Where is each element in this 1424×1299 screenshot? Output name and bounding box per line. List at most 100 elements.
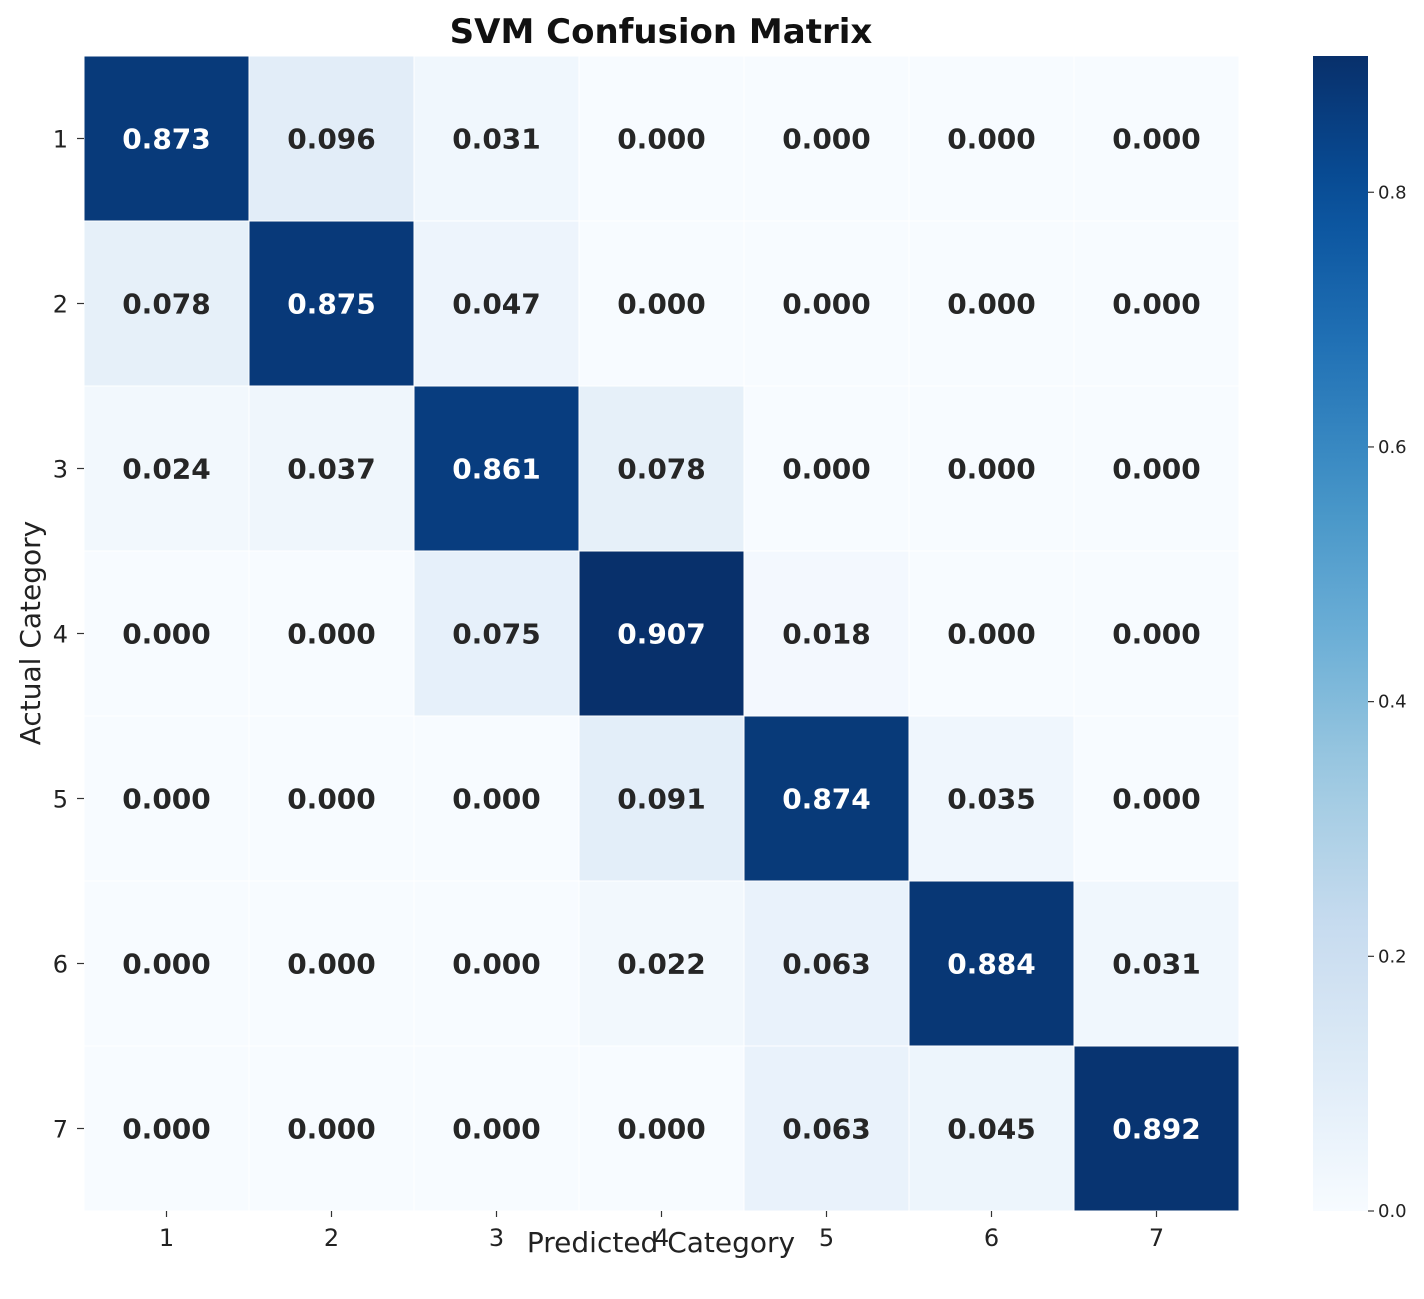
heatmap-cell-r4-c6 bbox=[908, 550, 1075, 717]
heatmap-cell-r1-c7 bbox=[1073, 55, 1240, 222]
heatmap-cell-r4-c7 bbox=[1073, 550, 1240, 717]
y-tick-label-4: 4 bbox=[53, 621, 68, 649]
cell-value-r5-c6: 0.035 bbox=[947, 783, 1036, 816]
cell-value-r6-c5: 0.063 bbox=[782, 948, 871, 981]
cell-value-r7-c5: 0.063 bbox=[782, 1113, 871, 1146]
cell-value-r3-c4: 0.078 bbox=[617, 453, 706, 486]
cell-value-r7-c2: 0.000 bbox=[287, 1113, 376, 1146]
y-tick-label-6: 6 bbox=[53, 951, 68, 979]
cell-value-r3-c6: 0.000 bbox=[947, 453, 1036, 486]
colorbar-ticks: 0.0 0.2 0.4 0.6 0.8 bbox=[1368, 182, 1407, 1222]
heatmap-cell-r3-c5 bbox=[743, 385, 910, 552]
cell-value-r1-c6: 0.000 bbox=[947, 123, 1036, 156]
cell-value-r7-c3: 0.000 bbox=[452, 1113, 541, 1146]
cell-value-r7-c1: 0.000 bbox=[122, 1113, 211, 1146]
cell-value-r7-c7: 0.892 bbox=[1112, 1113, 1201, 1146]
heatmap-cell-r3-c7 bbox=[1073, 385, 1240, 552]
heatmap-cell-r4-c4 bbox=[578, 550, 745, 717]
heatmap-cell-r1-c2 bbox=[248, 55, 415, 222]
heatmap-cell-r7-c5 bbox=[743, 1045, 910, 1212]
cell-value-r5-c4: 0.091 bbox=[617, 783, 706, 816]
heatmap-cell-r5-c7 bbox=[1073, 715, 1240, 882]
colorbar-tick-label-1: 0.2 bbox=[1378, 946, 1407, 967]
cell-value-r1-c5: 0.000 bbox=[782, 123, 871, 156]
heatmap-cell-r7-c3 bbox=[413, 1045, 580, 1212]
cell-value-r2-c1: 0.078 bbox=[122, 288, 211, 321]
cell-value-r2-c7: 0.000 bbox=[1112, 288, 1201, 321]
heatmap-cell-r1-c5 bbox=[743, 55, 910, 222]
heatmap-cell-r4-c2 bbox=[248, 550, 415, 717]
y-tick-label-3: 3 bbox=[53, 456, 68, 484]
x-tick-label-2: 2 bbox=[324, 1224, 339, 1252]
heatmap-cell-r3-c2 bbox=[248, 385, 415, 552]
cell-value-r5-c7: 0.000 bbox=[1112, 783, 1201, 816]
x-axis-ticks: 1 2 3 4 5 6 7 bbox=[159, 1211, 1164, 1252]
y-tick-label-2: 2 bbox=[53, 291, 68, 319]
heatmap-cell-r1-c4 bbox=[578, 55, 745, 222]
heatmap-cell-r2-c5 bbox=[743, 220, 910, 387]
cell-value-r2-c5: 0.000 bbox=[782, 288, 871, 321]
x-tick-label-3: 3 bbox=[489, 1224, 504, 1252]
heatmap-cell-r7-c6 bbox=[908, 1045, 1075, 1212]
x-tick-label-5: 5 bbox=[819, 1224, 834, 1252]
x-axis-label: Predicted Category bbox=[527, 1226, 795, 1259]
cell-value-r4-c2: 0.000 bbox=[287, 618, 376, 651]
cell-value-r4-c1: 0.000 bbox=[122, 618, 211, 651]
heatmap-cells bbox=[83, 55, 1240, 1212]
heatmap-cell-r3-c6 bbox=[908, 385, 1075, 552]
cell-value-r4-c7: 0.000 bbox=[1112, 618, 1201, 651]
x-tick-label-7: 7 bbox=[1149, 1224, 1164, 1252]
x-tick-label-6: 6 bbox=[984, 1224, 999, 1252]
cell-value-r6-c3: 0.000 bbox=[452, 948, 541, 981]
y-tick-label-7: 7 bbox=[53, 1116, 68, 1144]
y-axis-ticks: 1 2 3 4 5 6 7 bbox=[53, 126, 84, 1144]
heatmap-cell-r6-c3 bbox=[413, 880, 580, 1047]
cell-value-r1-c3: 0.031 bbox=[452, 123, 541, 156]
cell-value-r1-c7: 0.000 bbox=[1112, 123, 1201, 156]
heatmap-cell-r1-c1 bbox=[83, 55, 250, 222]
heatmap-cell-r2-c6 bbox=[908, 220, 1075, 387]
heatmap-cell-r3-c4 bbox=[578, 385, 745, 552]
heatmap-cell-r6-c5 bbox=[743, 880, 910, 1047]
y-tick-label-5: 5 bbox=[53, 786, 68, 814]
cell-value-r4-c4: 0.907 bbox=[617, 618, 706, 651]
cell-value-r1-c1: 0.873 bbox=[122, 123, 211, 156]
cell-value-r5-c5: 0.874 bbox=[782, 783, 871, 816]
x-tick-label-4: 4 bbox=[654, 1224, 669, 1252]
cell-value-r4-c6: 0.000 bbox=[947, 618, 1036, 651]
heatmap-cell-r7-c1 bbox=[83, 1045, 250, 1212]
heatmap-cell-r7-c2 bbox=[248, 1045, 415, 1212]
heatmap-cell-r7-c4 bbox=[578, 1045, 745, 1212]
heatmap-cell-r5-c6 bbox=[908, 715, 1075, 882]
cell-value-r3-c3: 0.861 bbox=[452, 453, 541, 486]
cell-value-r6-c2: 0.000 bbox=[287, 948, 376, 981]
cell-value-r7-c4: 0.000 bbox=[617, 1113, 706, 1146]
cell-value-r1-c4: 0.000 bbox=[617, 123, 706, 156]
cell-value-r1-c2: 0.096 bbox=[287, 123, 376, 156]
heatmap-cell-r3-c1 bbox=[83, 385, 250, 552]
cell-value-r3-c2: 0.037 bbox=[287, 453, 376, 486]
colorbar bbox=[1313, 56, 1368, 1211]
heatmap-cell-r5-c3 bbox=[413, 715, 580, 882]
y-axis-label: Actual Category bbox=[14, 521, 47, 746]
colorbar-tick-label-3: 0.6 bbox=[1378, 437, 1407, 458]
cell-value-r4-c3: 0.075 bbox=[452, 618, 541, 651]
colorbar-tick-label-2: 0.4 bbox=[1378, 692, 1407, 713]
cell-value-r2-c4: 0.000 bbox=[617, 288, 706, 321]
cell-value-r5-c1: 0.000 bbox=[122, 783, 211, 816]
cell-value-r6-c7: 0.031 bbox=[1112, 948, 1201, 981]
cell-value-r3-c5: 0.000 bbox=[782, 453, 871, 486]
cell-value-r7-c6: 0.045 bbox=[947, 1113, 1036, 1146]
cell-value-r6-c4: 0.022 bbox=[617, 948, 706, 981]
cell-value-r5-c3: 0.000 bbox=[452, 783, 541, 816]
heatmap-cell-r3-c3 bbox=[413, 385, 580, 552]
heatmap-cell-r2-c7 bbox=[1073, 220, 1240, 387]
y-tick-label-1: 1 bbox=[53, 126, 68, 154]
cell-value-r3-c7: 0.000 bbox=[1112, 453, 1201, 486]
cell-value-r5-c2: 0.000 bbox=[287, 783, 376, 816]
heatmap-cell-r6-c7 bbox=[1073, 880, 1240, 1047]
heatmap-cell-r5-c1 bbox=[83, 715, 250, 882]
cell-value-r6-c6: 0.884 bbox=[947, 948, 1036, 981]
cell-value-r6-c1: 0.000 bbox=[122, 948, 211, 981]
